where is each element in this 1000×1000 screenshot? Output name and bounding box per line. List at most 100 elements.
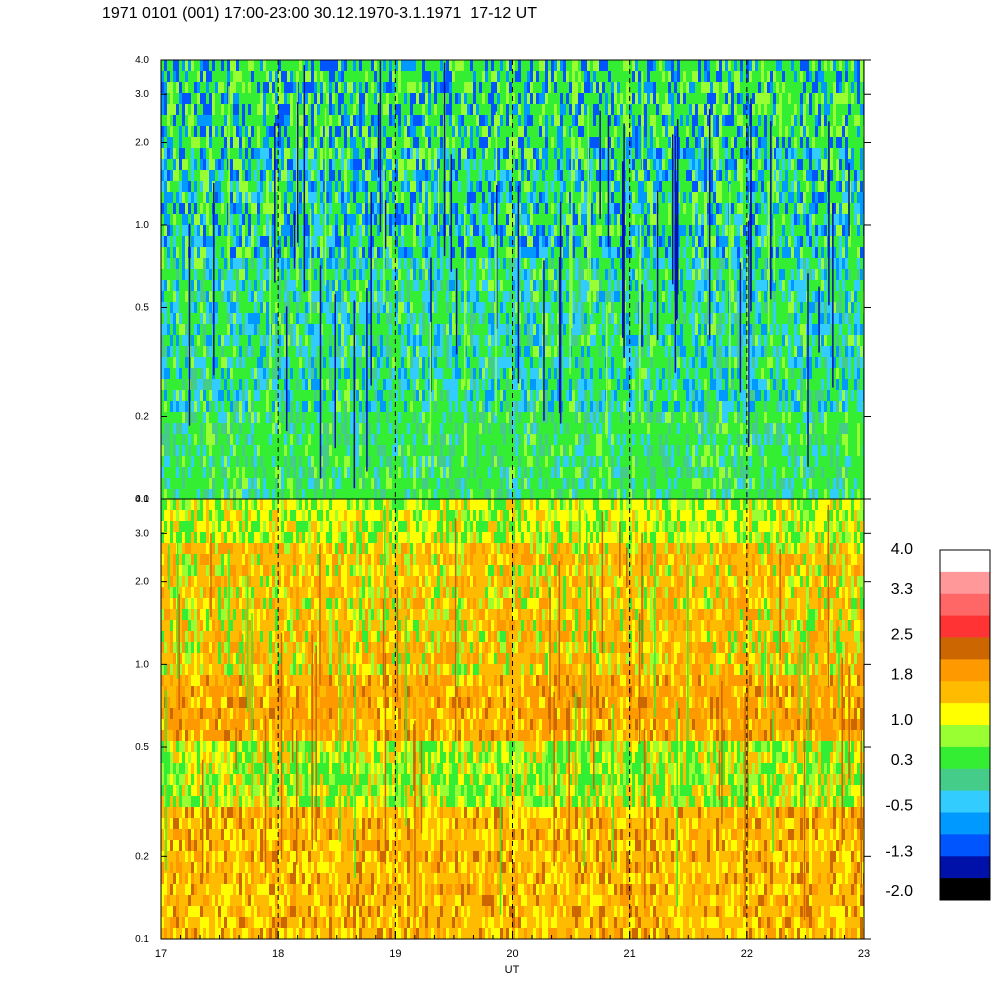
heatmap-cell [377, 324, 380, 335]
heatmap-cell [491, 390, 494, 401]
heatmap-cell [275, 60, 278, 71]
heatmap-cell [182, 379, 185, 390]
heatmap-cell [317, 71, 320, 82]
heatmap-cell [422, 346, 425, 357]
heatmap-cell [401, 181, 404, 192]
heatmap-cell [368, 126, 371, 137]
heatmap-cell [362, 280, 365, 291]
heatmap-cell [296, 357, 299, 368]
heatmap-cell [368, 291, 371, 302]
heatmap-cell [488, 478, 491, 489]
heatmap-cell [401, 214, 404, 225]
heatmap-cell [167, 71, 170, 82]
heatmap-cell [206, 401, 209, 412]
heatmap-cell [440, 368, 443, 379]
heatmap-cell [179, 324, 182, 335]
heatmap-cell [482, 71, 485, 82]
heatmap-cell [380, 148, 383, 159]
heatmap-cell [524, 203, 527, 214]
heatmap-cell [338, 302, 341, 313]
heatmap-cell [533, 192, 536, 203]
heatmap-cell [254, 324, 257, 335]
heatmap-cell [380, 291, 383, 302]
heatmap-cell [344, 93, 347, 104]
heatmap-cell [374, 214, 377, 225]
heatmap-cell [344, 401, 347, 412]
heatmap-cell [269, 379, 272, 390]
heatmap-cell [221, 159, 224, 170]
heatmap-cell [497, 137, 500, 148]
heatmap-cell [182, 60, 185, 71]
heatmap-cell [164, 423, 167, 434]
heatmap-cell [365, 148, 368, 159]
heatmap-cell [527, 357, 530, 368]
heatmap-cell [287, 280, 290, 291]
heatmap-cell [377, 346, 380, 357]
heatmap-cell [260, 82, 263, 93]
heatmap-cell [512, 478, 515, 489]
heatmap-cell [527, 401, 530, 412]
heatmap-cell [281, 291, 284, 302]
heatmap-cell [167, 456, 170, 467]
heatmap-cell [521, 456, 524, 467]
heatmap-cell [530, 126, 533, 137]
heatmap-cell [215, 324, 218, 335]
heatmap-cell [272, 269, 275, 280]
heatmap-cell [476, 423, 479, 434]
heatmap-cell [176, 71, 179, 82]
heatmap-cell [452, 126, 455, 137]
heatmap-cell [440, 467, 443, 478]
heatmap-cell [215, 412, 218, 423]
heatmap-cell [482, 247, 485, 258]
heatmap-cell [473, 313, 476, 324]
heatmap-cell [467, 93, 470, 104]
heatmap-cell [464, 93, 467, 104]
heatmap-cell [425, 104, 428, 115]
heatmap-cell [359, 225, 362, 236]
heatmap-cell [440, 126, 443, 137]
heatmap-cell [479, 467, 482, 478]
heatmap-cell [251, 126, 254, 137]
heatmap-cell [323, 269, 326, 280]
heatmap-cell [395, 335, 398, 346]
heatmap-cell [398, 269, 401, 280]
heatmap-cell [302, 148, 305, 159]
heatmap-cell [449, 357, 452, 368]
heatmap-cell [497, 115, 500, 126]
heatmap-cell [179, 368, 182, 379]
heatmap-cell [290, 258, 293, 269]
heatmap-cell [299, 126, 302, 137]
heatmap-cell [419, 214, 422, 225]
heatmap-cell [227, 401, 230, 412]
heatmap-cell [167, 412, 170, 423]
heatmap-cell [437, 379, 440, 390]
heatmap-cell [212, 423, 215, 434]
heatmap-cell [173, 291, 176, 302]
heatmap-cell [392, 302, 395, 313]
heatmap-cell [236, 335, 239, 346]
heatmap-cell [392, 467, 395, 478]
heatmap-cell [527, 203, 530, 214]
heatmap-cell [257, 170, 260, 181]
heatmap-cell [203, 335, 206, 346]
heatmap-cell [176, 214, 179, 225]
heatmap-cell [356, 434, 359, 445]
heatmap-cell [422, 170, 425, 181]
heatmap-cell [239, 82, 242, 93]
heatmap-cell [503, 335, 506, 346]
heatmap-cell [287, 93, 290, 104]
heatmap-cell [422, 390, 425, 401]
heatmap-cell [473, 104, 476, 115]
heatmap-cell [446, 456, 449, 467]
heatmap-cell [434, 357, 437, 368]
heatmap-cell [305, 82, 308, 93]
heatmap-cell [362, 313, 365, 324]
heatmap-cell [257, 82, 260, 93]
heatmap-cell [380, 368, 383, 379]
heatmap-cell [326, 280, 329, 291]
heatmap-cell [230, 203, 233, 214]
heatmap-cell [251, 423, 254, 434]
heatmap-cell [266, 104, 269, 115]
heatmap-cell [260, 335, 263, 346]
heatmap-cell [170, 225, 173, 236]
